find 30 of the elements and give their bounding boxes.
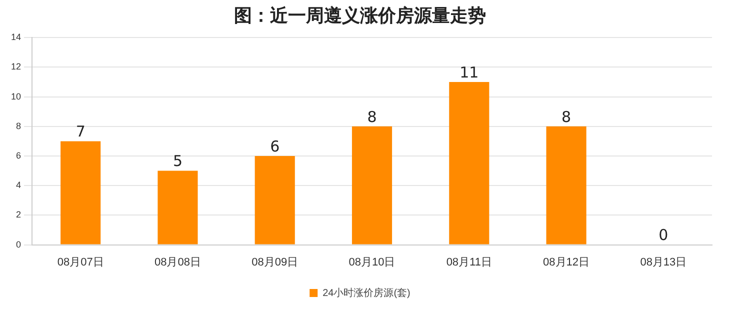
data-label: 0	[658, 226, 668, 244]
bar	[546, 126, 586, 244]
x-tick-label: 08月07日	[57, 256, 104, 268]
y-tick-label: 0	[16, 239, 22, 250]
x-tick-label: 08月08日	[154, 256, 201, 268]
legend-label: 24小时涨价房源(套)	[322, 286, 410, 299]
x-tick-label: 08月12日	[543, 256, 590, 268]
y-tick-label: 6	[16, 150, 22, 160]
y-tick-label: 12	[10, 62, 22, 72]
x-tick-label: 08月11日	[446, 256, 492, 268]
x-tick-label: 08月13日	[640, 256, 687, 268]
bar	[60, 141, 101, 244]
y-tick-label: 2	[16, 210, 22, 220]
data-label: 8	[367, 108, 377, 126]
data-label: 7	[76, 122, 86, 141]
y-tick-label: 8	[16, 120, 22, 131]
bar	[352, 126, 392, 244]
y-tick-label: 10	[10, 91, 22, 102]
data-label: 5	[172, 152, 182, 170]
y-tick-label: 4	[16, 180, 22, 190]
chart-title: 图：近一周遵义涨价房源量走势	[234, 5, 486, 26]
bar	[158, 170, 198, 244]
x-tick-label: 08月10日	[348, 256, 396, 268]
bar	[449, 82, 490, 244]
y-tick-label: 14	[10, 32, 22, 42]
data-label: 11	[460, 63, 479, 82]
x-tick-label: 08月09日	[252, 256, 298, 268]
data-label: 6	[270, 137, 280, 156]
data-label: 8	[562, 108, 572, 126]
bar	[254, 156, 295, 244]
